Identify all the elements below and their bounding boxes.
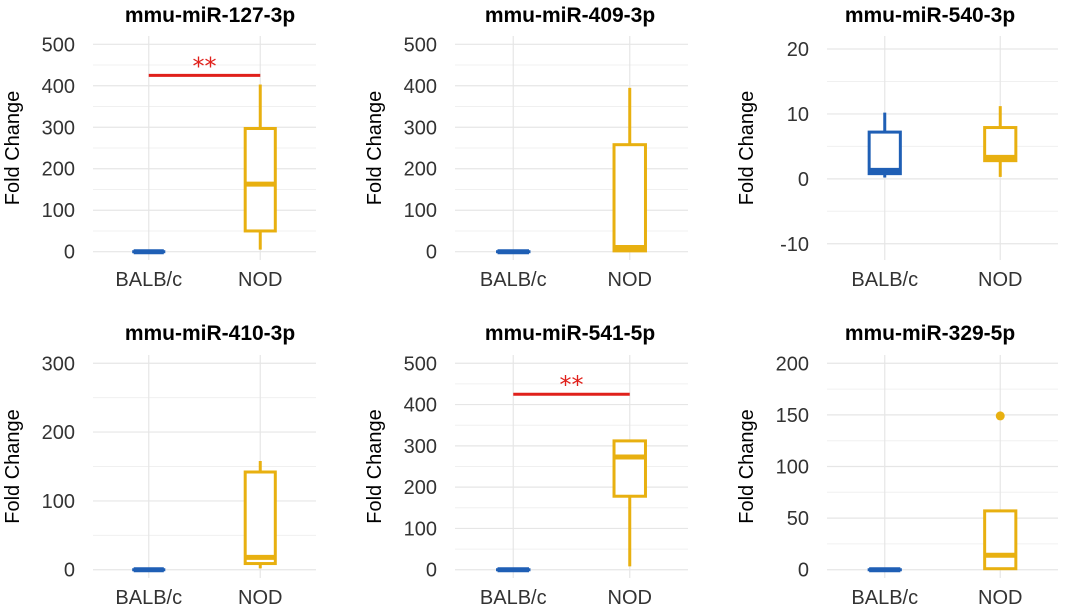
y-tick-label: 400	[42, 76, 75, 98]
x-tick-label: NOD	[978, 587, 1022, 606]
iqr-box	[612, 143, 647, 253]
panel-mmu-miR-541-5p: 0 100 200 300 400 500 BALB/c NOD ** mmu-miR-541-5…	[364, 322, 688, 606]
y-tick-label: 0	[64, 242, 75, 264]
y-tick-label: 100	[776, 457, 809, 479]
x-tick-label: BALB/c	[851, 269, 918, 291]
y-tick-label: 300	[404, 436, 437, 458]
x-tick-label: NOD	[238, 587, 282, 606]
y-axis-label: Fold Change	[2, 409, 24, 524]
y-tick-label: -10	[780, 234, 809, 256]
y-tick-label: 500	[404, 34, 437, 56]
x-tick-label: BALB/c	[851, 587, 918, 606]
y-axis-label: Fold Change	[736, 409, 758, 524]
y-tick-label: 200	[404, 159, 437, 181]
y-tick-label: 150	[776, 405, 809, 427]
iqr-box	[243, 127, 277, 233]
x-tick-label: BALB/c	[115, 269, 182, 291]
y-tick-label: 200	[404, 477, 437, 499]
y-tick-label: 300	[42, 117, 75, 139]
iqr-box	[612, 439, 647, 498]
x-tick-label: NOD	[608, 587, 652, 606]
panel-title: mmu-miR-541-5p	[485, 322, 655, 345]
box-NOD	[983, 411, 1018, 571]
panel-title: mmu-miR-409-3p	[485, 4, 655, 27]
box-NOD	[243, 460, 277, 569]
y-tick-label: 300	[42, 353, 75, 375]
x-tick-label: NOD	[238, 269, 282, 291]
y-tick-label: 0	[426, 242, 437, 264]
y-tick-label: 200	[42, 159, 75, 181]
panel-title: mmu-miR-329-5p	[845, 322, 1015, 345]
box-NOD	[243, 84, 277, 250]
y-tick-label: 50	[787, 508, 809, 530]
y-tick-label: 0	[64, 560, 75, 582]
y-tick-label: 400	[404, 395, 437, 417]
significance-label: **	[193, 52, 217, 80]
x-tick-label: NOD	[978, 269, 1022, 291]
box-NOD	[612, 87, 647, 253]
panel-mmu-miR-127-3p: 0 100 200 300 400 500 BALB/c NOD ** mmu-miR-127-3…	[2, 4, 316, 291]
panel-title: mmu-miR-127-3p	[125, 4, 295, 27]
box-BALB/c	[867, 112, 902, 178]
panel-title: mmu-miR-410-3p	[125, 322, 295, 345]
y-axis-label: Fold Change	[364, 409, 386, 524]
y-tick-label: 100	[404, 200, 437, 222]
y-tick-label: 100	[404, 518, 437, 540]
y-tick-label: 100	[42, 200, 75, 222]
y-tick-label: 500	[42, 34, 75, 56]
y-axis-label: Fold Change	[736, 91, 758, 206]
x-tick-label: BALB/c	[115, 587, 182, 606]
x-tick-label: NOD	[608, 269, 652, 291]
iqr-box	[983, 509, 1018, 571]
y-tick-label: 400	[404, 76, 437, 98]
iqr-box	[243, 470, 277, 566]
x-tick-label: BALB/c	[480, 587, 547, 606]
y-tick-label: 0	[798, 560, 809, 582]
y-axis-label: Fold Change	[364, 91, 386, 206]
y-tick-label: 200	[42, 422, 75, 444]
y-tick-label: 0	[798, 169, 809, 191]
y-tick-label: 20	[787, 39, 809, 61]
box-NOD	[612, 439, 647, 567]
iqr-box	[867, 130, 902, 176]
y-tick-label: 500	[404, 353, 437, 375]
box-NOD	[983, 106, 1018, 177]
y-tick-label: 0	[426, 560, 437, 582]
y-tick-label: 300	[404, 117, 437, 139]
y-tick-label: 10	[787, 104, 809, 126]
panel-mmu-miR-410-3p: 0 100 200 300 BALB/c NOD mmu-miR-410-3p Fold Ch…	[2, 322, 316, 606]
panel-title: mmu-miR-540-3p	[845, 4, 1015, 27]
y-axis-label: Fold Change	[2, 91, 24, 206]
panel-mmu-miR-409-3p: 0 100 200 300 400 500 BALB/c NOD mmu-miR-409-3p F…	[364, 4, 688, 291]
panel-mmu-miR-540-3p: -10 0 10 20 BALB/c NOD mmu-miR-540-3p Fold Chan…	[736, 4, 1058, 291]
outlier-point	[995, 411, 1005, 421]
y-tick-label: 200	[776, 353, 809, 375]
significance-label: **	[560, 371, 584, 399]
y-tick-label: 100	[42, 491, 75, 513]
panel-mmu-miR-329-5p: 0 50 100 150 200 BALB/c NOD mmu-miR-329-5p Fold …	[736, 322, 1058, 606]
x-tick-label: BALB/c	[480, 269, 547, 291]
